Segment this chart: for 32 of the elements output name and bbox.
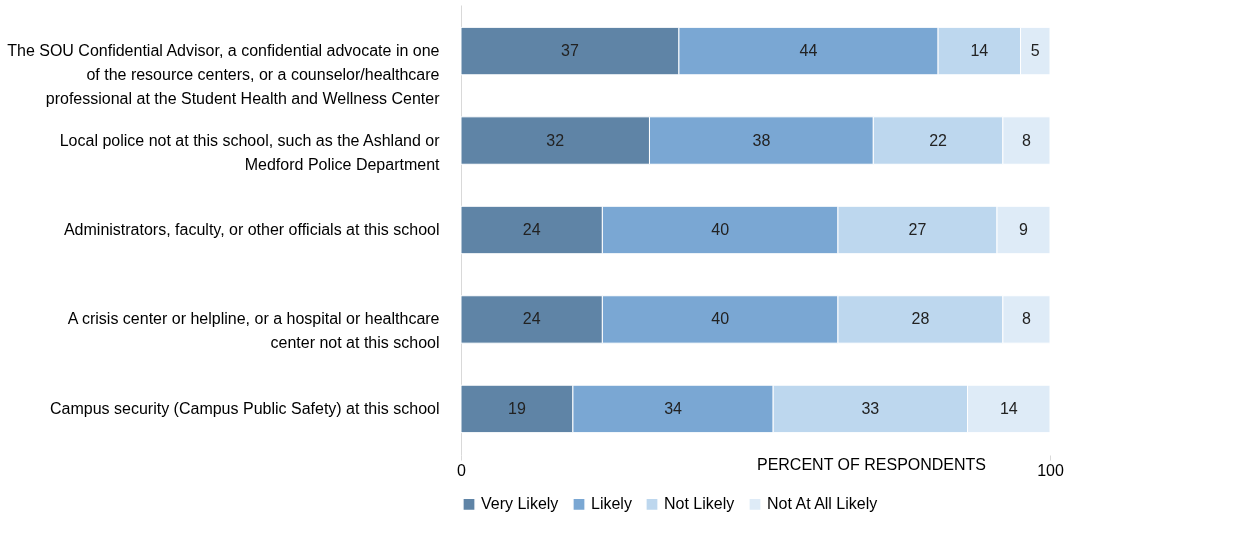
data-label: 33 (861, 399, 880, 417)
x-axis-title: PERCENT OF RESPONDENTS (756, 455, 987, 473)
y-tick-label: Administrators, faculty, or other officials at this school (63, 221, 440, 238)
y-tick-label: Local police not at this school, such as the Ashland or Medford Police Department (59, 131, 441, 173)
legend-label: Very Likely (481, 495, 559, 513)
data-label: 19 (508, 399, 526, 417)
data-label: 28 (911, 310, 930, 328)
data-label: 14 (970, 42, 989, 60)
data-label: 44 (799, 42, 818, 60)
data-label: 37 (561, 42, 579, 60)
y-tick-label: Campus security (Campus Public Safety) at this school (50, 399, 440, 417)
x-tick-label: 100 (1037, 461, 1064, 479)
data-label: 8 (1021, 310, 1031, 328)
y-tick-label: The SOU Confidential Advisor, a confidential advocate in one of the resource centers, or a counselor/healthcare professional at the Student Health and Wellness Center (7, 42, 441, 108)
x-tick-label: 0 (457, 461, 467, 479)
legend-label: Likely (591, 495, 632, 513)
data-label: 34 (664, 399, 683, 417)
data-label: 9 (1019, 221, 1029, 238)
legend-label: Not At All Likely (767, 495, 878, 513)
data-label: 24 (522, 221, 541, 238)
y-tick-label: A crisis center or helpline, or a hospital or healthcare center not at this school (67, 310, 440, 352)
data-label: 5 (1030, 42, 1040, 60)
data-label: 24 (522, 310, 541, 328)
data-label: 32 (546, 131, 565, 149)
data-label: 8 (1021, 131, 1031, 149)
data-label: 27 (908, 221, 927, 238)
data-label: 14 (999, 399, 1018, 417)
data-label: 40 (711, 221, 730, 238)
data-label: 22 (929, 131, 948, 149)
data-label: 38 (752, 131, 771, 149)
legend-label: Not Likely (664, 495, 735, 513)
data-label: 40 (711, 310, 730, 328)
